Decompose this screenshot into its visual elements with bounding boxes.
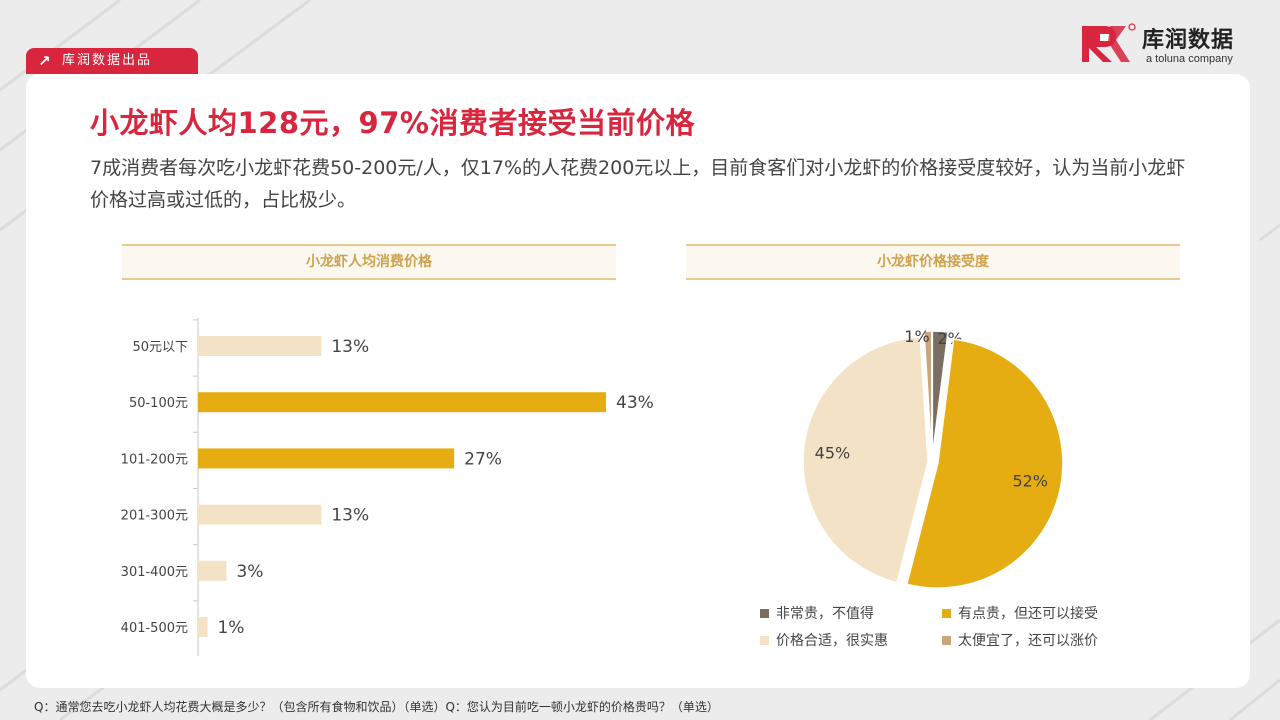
pie-slice — [905, 338, 1064, 589]
pie-chart: 2%52%45%1% — [802, 327, 1064, 589]
legend-item: 有点贵，但还可以接受 — [942, 604, 1098, 624]
bar-category-label: 50元以下 — [132, 340, 188, 355]
brand-logo: 库润数据 a toluna company — [1080, 22, 1260, 70]
legend-item: 非常贵，不值得 — [760, 604, 874, 624]
page-title: 小龙虾人均128元，97%消费者接受当前价格 — [90, 106, 695, 140]
bar-chart-title: 小龙虾人均消费价格 — [122, 244, 616, 280]
logo-name: 库润数据 — [1142, 28, 1235, 53]
legend-swatch — [942, 609, 951, 618]
legend-item: 太便宜了，还可以涨价 — [942, 631, 1098, 651]
source-tag-label: 库润数据出品 — [62, 53, 153, 68]
bar-value-label: 13% — [331, 506, 369, 526]
bar-category-label: 50-100元 — [129, 396, 188, 411]
bar-category-label: 301-400元 — [121, 565, 188, 580]
bar — [198, 448, 455, 469]
footnote: Q：通常您去吃小龙虾人均花费大概是多少？（包含所有食物和饮品）（单选）Q：您认为… — [34, 700, 719, 714]
bar — [198, 336, 322, 356]
pie-slice — [802, 336, 929, 584]
legend-label: 太便宜了，还可以涨价 — [958, 633, 1098, 649]
bar — [198, 504, 322, 525]
pie-chart-title: 小龙虾价格接受度 — [686, 244, 1180, 280]
legend-item: 价格合适，很实惠 — [760, 631, 888, 651]
bar-value-label: 3% — [236, 562, 263, 582]
legend-label: 价格合适，很实惠 — [776, 633, 888, 649]
bar-category-label: 401-500元 — [121, 621, 188, 636]
bar-value-label: 1% — [217, 618, 244, 638]
legend-label: 非常贵，不值得 — [776, 606, 874, 622]
legend-label: 有点贵，但还可以接受 — [958, 606, 1098, 622]
page-subtitle: 7成消费者每次吃小龙虾花费50-200元/人，仅17%的人花费200元以上，目前… — [90, 157, 1186, 211]
pie-value-label: 45% — [815, 444, 851, 463]
bar — [198, 617, 208, 637]
bar-category-label: 201-300元 — [121, 509, 188, 524]
logo-subtitle: a toluna company — [1146, 53, 1233, 65]
pie-slice — [923, 330, 933, 457]
bar-value-label: 27% — [464, 449, 502, 469]
bar — [198, 560, 227, 581]
pie-value-label: 1% — [904, 327, 929, 346]
arrow-up-right-icon: ↗ — [38, 52, 53, 70]
legend-swatch — [760, 609, 769, 618]
bar-category-label: 101-200元 — [121, 452, 188, 467]
bar-chart: 50元以下 13% 50-100元 43% 101-200元 27% 201-300元 13%… — [121, 318, 654, 656]
legend-swatch — [760, 636, 769, 645]
bar-value-label: 13% — [331, 337, 369, 357]
content-card — [26, 74, 1250, 688]
bar-value-label: 43% — [616, 393, 654, 413]
bar — [198, 392, 606, 413]
legend-swatch — [942, 636, 951, 645]
logo-mark-icon — [1082, 23, 1136, 62]
source-tag: ↗ 库润数据出品 — [26, 48, 198, 74]
pie-value-label: 52% — [1012, 472, 1048, 491]
